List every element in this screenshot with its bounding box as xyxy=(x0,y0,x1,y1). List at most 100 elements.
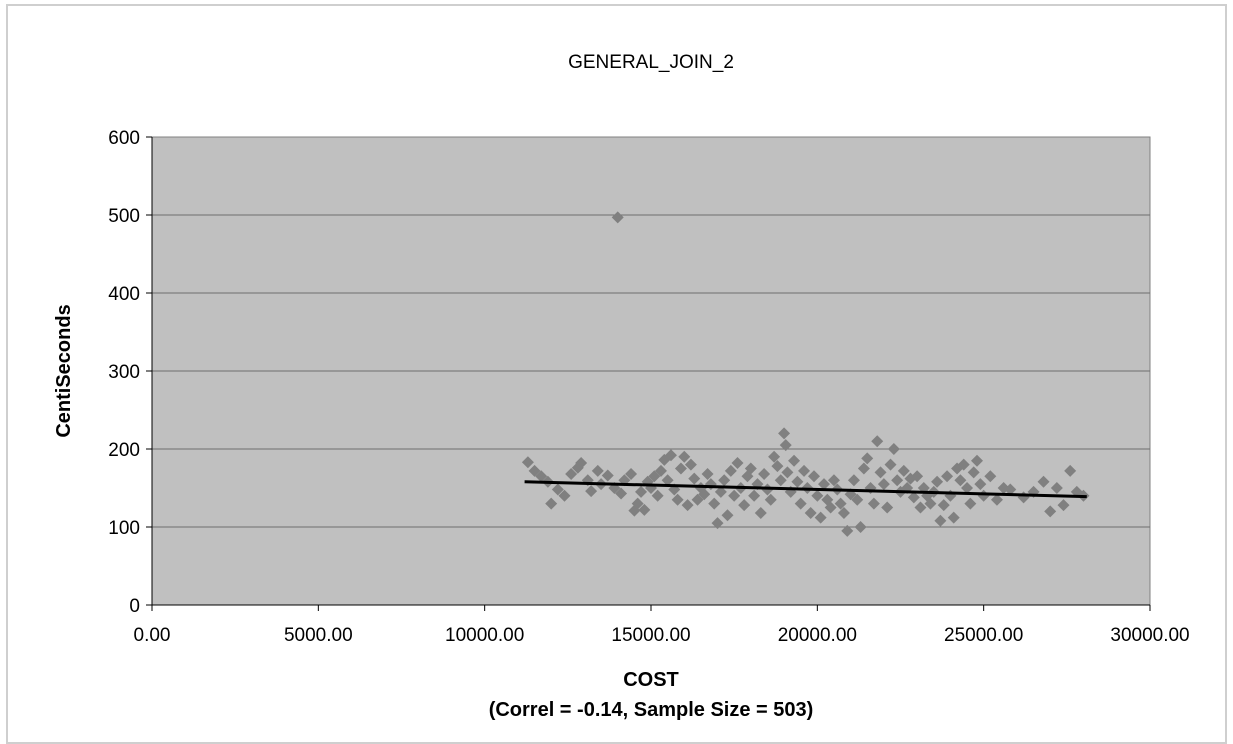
data-point xyxy=(841,524,854,537)
chart-frame: 0 100 200 300 400 500 600 0.00 5000.00 10000.00 15… xyxy=(6,4,1227,744)
data-point xyxy=(674,462,687,475)
x-tick-label: 25000.00 xyxy=(944,625,1023,646)
data-point xyxy=(528,464,541,477)
data-point xyxy=(798,464,811,477)
data-point xyxy=(1004,483,1017,496)
data-point xyxy=(684,458,697,471)
x-tick-label: 30000.00 xyxy=(1110,625,1189,646)
data-point xyxy=(907,491,920,504)
data-point xyxy=(601,469,614,482)
data-point xyxy=(744,462,757,475)
data-point xyxy=(635,485,648,498)
data-point xyxy=(814,511,827,524)
data-point xyxy=(877,478,890,491)
data-point xyxy=(857,462,870,475)
data-point xyxy=(954,474,967,487)
data-point xyxy=(791,475,804,488)
y-tick-label: 100 xyxy=(108,518,140,539)
data-point xyxy=(884,458,897,471)
data-point xyxy=(1037,475,1050,488)
data-point xyxy=(854,521,867,533)
data-point xyxy=(847,474,860,487)
data-point xyxy=(827,474,840,487)
data-point xyxy=(781,466,794,479)
y-tick-label: 0 xyxy=(129,596,140,617)
data-point xyxy=(897,464,910,477)
data-point xyxy=(748,489,761,502)
data-point xyxy=(1044,505,1057,518)
data-point xyxy=(990,493,1003,506)
data-point xyxy=(625,467,638,480)
data-point xyxy=(521,456,534,469)
data-point xyxy=(708,497,721,510)
x-tick-label: 20000.00 xyxy=(778,625,857,646)
data-point xyxy=(957,458,970,471)
data-point xyxy=(701,467,714,480)
data-point xyxy=(648,470,661,483)
data-point xyxy=(768,450,781,463)
x-axis-subtitle: (Correl = -0.14, Sample Size = 503) xyxy=(489,699,814,721)
data-point xyxy=(947,511,960,524)
data-point xyxy=(1050,482,1063,494)
data-point xyxy=(871,435,884,448)
data-point xyxy=(758,467,771,480)
data-point xyxy=(984,470,997,483)
data-point xyxy=(565,467,578,480)
data-point xyxy=(728,489,741,502)
data-point xyxy=(631,497,644,510)
data-point xyxy=(1064,464,1077,477)
scatter-chart: 0 100 200 300 400 500 600 0.00 5000.00 10000.00 15… xyxy=(53,52,1190,721)
y-axis-title: CentiSeconds xyxy=(53,304,75,437)
x-tick-label: 10000.00 xyxy=(445,625,524,646)
data-point xyxy=(718,474,731,487)
data-point xyxy=(887,443,900,455)
data-point xyxy=(738,499,751,512)
x-tick-label: 15000.00 xyxy=(611,625,690,646)
data-point xyxy=(545,497,558,510)
y-tick-label: 400 xyxy=(108,284,140,305)
data-point xyxy=(585,485,598,498)
data-point xyxy=(535,470,548,483)
data-point xyxy=(834,497,847,510)
y-tick-label: 300 xyxy=(108,362,140,383)
data-point xyxy=(964,497,977,510)
data-point xyxy=(788,454,801,467)
data-point xyxy=(808,470,821,483)
chart-title: GENERAL_JOIN_2 xyxy=(568,52,734,73)
data-point xyxy=(558,489,571,502)
data-point xyxy=(551,483,564,496)
x-tick-label: 5000.00 xyxy=(284,625,353,646)
x-axis-title: COST xyxy=(623,669,679,691)
data-point xyxy=(661,474,674,487)
data-point xyxy=(591,464,604,477)
data-point xyxy=(961,482,974,494)
data-point xyxy=(914,501,927,514)
x-tick-label: 0.00 xyxy=(134,625,171,646)
data-point xyxy=(778,427,791,440)
data-point xyxy=(934,514,947,527)
data-point xyxy=(817,478,830,491)
data-point xyxy=(811,489,824,502)
data-point xyxy=(924,497,937,510)
data-point xyxy=(974,478,987,491)
data-point xyxy=(941,470,954,483)
data-point xyxy=(654,464,667,477)
data-point xyxy=(794,497,807,510)
data-point xyxy=(714,485,727,498)
data-point xyxy=(1057,499,1070,512)
data-point xyxy=(724,464,737,477)
data-point xyxy=(967,466,980,479)
data-point xyxy=(638,503,651,516)
data-point xyxy=(575,457,588,470)
data-point xyxy=(651,489,664,502)
data-point xyxy=(911,470,924,483)
trendline xyxy=(524,480,1087,499)
data-point xyxy=(931,475,944,488)
data-point xyxy=(691,493,704,506)
data-point xyxy=(824,501,837,514)
data-point xyxy=(937,499,950,512)
data-point xyxy=(779,439,792,452)
data-point xyxy=(874,466,887,479)
data-point xyxy=(774,474,787,487)
data-point xyxy=(681,499,694,512)
